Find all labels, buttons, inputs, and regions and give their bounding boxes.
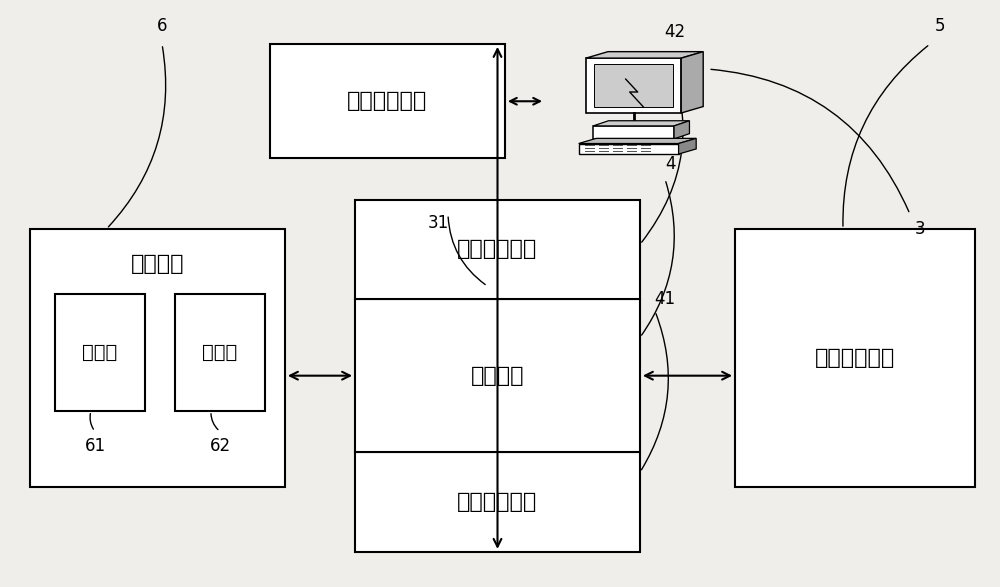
Bar bbox=[593, 126, 674, 139]
Text: 41: 41 bbox=[654, 291, 676, 308]
Bar bbox=[355, 200, 640, 299]
Text: 蜂鸣器: 蜂鸣器 bbox=[82, 343, 118, 362]
Bar bbox=[599, 144, 609, 146]
Bar bbox=[355, 452, 640, 552]
Bar bbox=[627, 150, 637, 152]
Polygon shape bbox=[679, 139, 696, 154]
Bar bbox=[613, 144, 623, 146]
Text: 5: 5 bbox=[935, 18, 945, 35]
Bar bbox=[599, 147, 609, 149]
Bar bbox=[641, 147, 651, 149]
Bar bbox=[586, 58, 681, 113]
Text: 转速测量装置: 转速测量装置 bbox=[815, 348, 895, 368]
Bar bbox=[735, 229, 975, 487]
Bar bbox=[585, 150, 595, 152]
Bar bbox=[613, 150, 623, 152]
Text: 42: 42 bbox=[664, 23, 686, 41]
Polygon shape bbox=[674, 121, 689, 139]
Text: 3: 3 bbox=[915, 220, 925, 238]
Bar bbox=[599, 150, 609, 152]
Bar bbox=[270, 44, 505, 158]
Bar bbox=[585, 144, 595, 146]
Bar bbox=[641, 144, 651, 146]
Bar bbox=[355, 299, 640, 452]
Bar bbox=[30, 229, 285, 487]
Bar bbox=[175, 294, 265, 411]
Text: 辅助风扇马达: 辅助风扇马达 bbox=[457, 492, 538, 512]
Text: 风洞装置: 风洞装置 bbox=[471, 366, 524, 386]
Bar bbox=[627, 147, 637, 149]
Text: 4: 4 bbox=[665, 156, 675, 173]
Polygon shape bbox=[681, 52, 703, 113]
Bar bbox=[55, 294, 145, 411]
Polygon shape bbox=[593, 121, 689, 126]
Text: 62: 62 bbox=[209, 437, 231, 455]
Text: 6: 6 bbox=[157, 18, 167, 35]
Text: 31: 31 bbox=[427, 214, 449, 232]
Bar bbox=[613, 147, 623, 149]
Text: 蜂鸣器: 蜂鸣器 bbox=[202, 343, 238, 362]
Bar bbox=[641, 150, 651, 152]
Text: 警示装置: 警示装置 bbox=[131, 254, 184, 274]
Polygon shape bbox=[586, 52, 703, 58]
Text: 61: 61 bbox=[84, 437, 106, 455]
Bar bbox=[579, 144, 679, 154]
Text: 待测风扇马达: 待测风扇马达 bbox=[457, 239, 538, 259]
Bar bbox=[627, 144, 637, 146]
Bar bbox=[594, 64, 673, 107]
Text: 电脑连接端口: 电脑连接端口 bbox=[347, 91, 428, 112]
Bar bbox=[585, 147, 595, 149]
Polygon shape bbox=[579, 139, 696, 144]
